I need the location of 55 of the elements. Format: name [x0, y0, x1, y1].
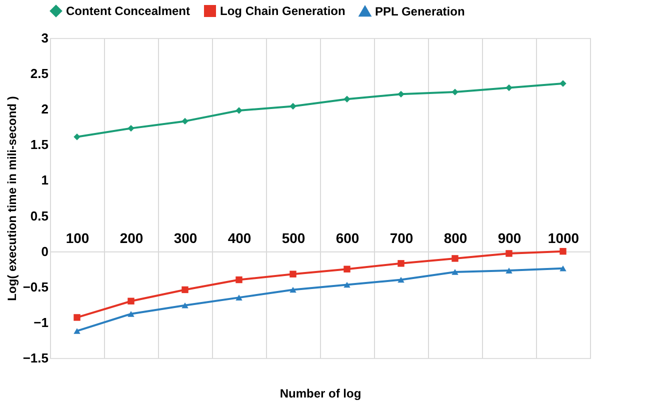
- x-tick-label: 100: [66, 230, 90, 246]
- x-tick-label: 700: [390, 230, 414, 246]
- y-tick-label: −0.5: [22, 279, 48, 294]
- y-tick-label: 1: [41, 172, 48, 188]
- y-tick-label: 0.5: [30, 208, 48, 224]
- point: [398, 260, 404, 267]
- y-tick-label: 2: [41, 102, 48, 117]
- point: [560, 265, 566, 272]
- point: [560, 248, 566, 255]
- point: [452, 269, 458, 275]
- x-tick-label: 200: [120, 230, 144, 246]
- point: [74, 133, 80, 140]
- point: [452, 88, 458, 96]
- y-tick-label: 0: [41, 244, 48, 259]
- point: [182, 118, 188, 125]
- point: [506, 84, 512, 92]
- x-tick-label: 1000: [548, 230, 580, 246]
- point: [506, 268, 512, 274]
- x-tick-label: 500: [282, 230, 306, 246]
- x-tick-label: 800: [444, 230, 468, 246]
- point: [128, 311, 134, 317]
- point: [236, 294, 242, 300]
- point: [182, 286, 188, 294]
- point: [452, 255, 458, 262]
- y-tick-label: 3: [41, 30, 48, 46]
- x-tick-label: 900: [498, 230, 522, 246]
- point: [128, 124, 134, 132]
- legend-label: Content Concealment: [66, 4, 190, 18]
- point: [128, 298, 134, 304]
- y-tick-label: 1.5: [30, 137, 48, 152]
- point: [74, 314, 80, 321]
- x-tick-label: 600: [336, 230, 360, 246]
- point: [560, 80, 566, 87]
- point: [236, 107, 242, 114]
- y-tick-label: −1: [34, 314, 48, 330]
- x-tick-label: 300: [174, 230, 198, 246]
- point: [344, 96, 350, 103]
- x-tick-label: 400: [228, 230, 252, 246]
- point: [290, 286, 296, 293]
- point: [344, 282, 350, 288]
- legend-label: Log Chain Generation: [220, 4, 346, 18]
- point: [398, 90, 404, 98]
- point: [506, 250, 512, 257]
- point: [344, 266, 350, 272]
- y-axis-title: Log( execution time in mili-second ): [4, 96, 19, 301]
- y-tick-label: 2.5: [30, 66, 48, 82]
- y-tick-label: −1.5: [22, 350, 48, 366]
- point: [74, 328, 80, 334]
- point: [290, 270, 296, 278]
- point: [236, 276, 242, 284]
- point: [290, 102, 296, 110]
- legend-label: PPL Generation: [375, 4, 465, 18]
- point: [182, 302, 188, 308]
- x-axis-title: Number of log: [280, 386, 362, 400]
- point: [398, 276, 404, 283]
